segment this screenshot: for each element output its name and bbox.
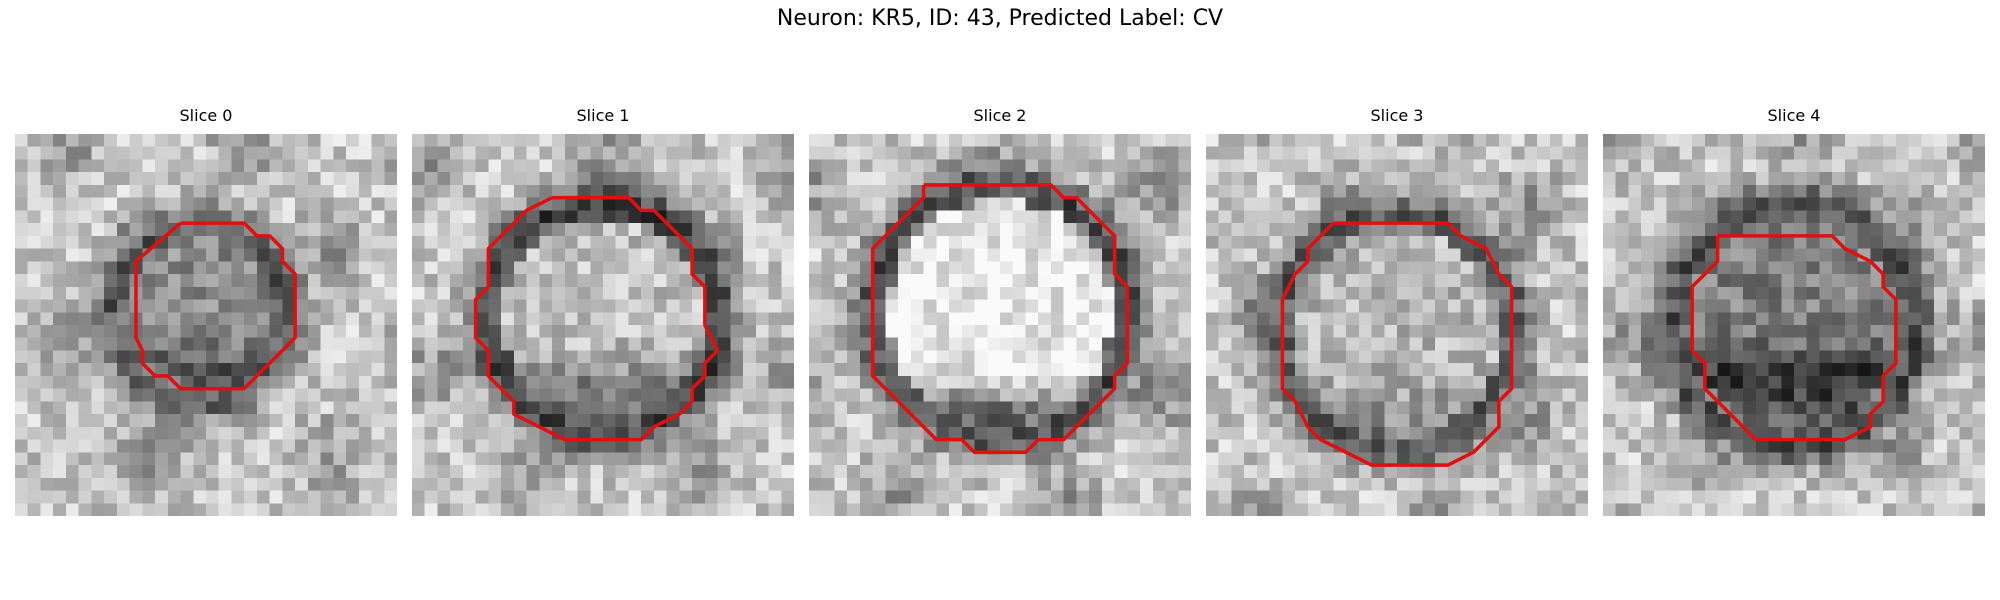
segmentation-outline xyxy=(134,221,297,391)
slice-title: Slice 0 xyxy=(179,106,233,125)
slice-image xyxy=(1206,134,1588,516)
slice-panel-4: Slice 4 xyxy=(1603,106,1985,520)
slice-title: Slice 4 xyxy=(1767,106,1821,125)
slice-image xyxy=(1603,134,1985,516)
slice-panel-1: Slice 1 xyxy=(412,106,794,520)
slice-panel-0: Slice 0 xyxy=(15,106,397,520)
segmentation-outline xyxy=(1690,234,1898,442)
segmentation-outline xyxy=(473,195,720,442)
segmentation-outline xyxy=(870,183,1130,455)
figure-title: Neuron: KR5, ID: 43, Predicted Label: CV xyxy=(776,6,1224,31)
slice-panel-2: Slice 2 xyxy=(809,106,1191,520)
slice-image xyxy=(15,134,397,516)
slice-title: Slice 3 xyxy=(1370,106,1424,125)
slice-title: Slice 1 xyxy=(576,106,630,125)
slice-panel-3: Slice 3 xyxy=(1206,106,1588,520)
slice-image xyxy=(412,134,794,516)
segmentation-outline xyxy=(1280,221,1514,467)
slice-image xyxy=(809,134,1191,516)
slice-title: Slice 2 xyxy=(973,106,1027,125)
